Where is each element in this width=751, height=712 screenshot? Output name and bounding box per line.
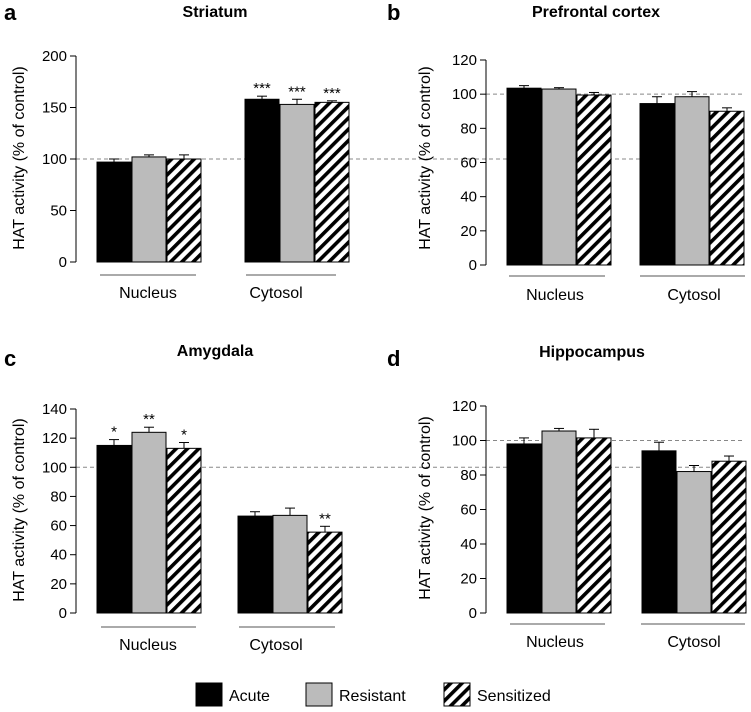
bar-acute-nucleus — [506, 443, 542, 614]
bar-sensitized-nucleus — [576, 437, 612, 614]
y-axis-label: HAT activity (% of control) — [417, 66, 434, 249]
panel-letter: d — [387, 346, 400, 371]
bar-resistant-nucleus — [131, 156, 167, 263]
y-tick-label: 0 — [59, 605, 67, 622]
bar-resistant-nucleus — [131, 431, 167, 614]
bar-sensitized-nucleus — [166, 447, 202, 614]
panel-title: Striatum — [183, 4, 248, 21]
y-tick-label: 60 — [460, 155, 477, 172]
panel-d: d Hippocampus HAT activity (% of control… — [387, 344, 747, 651]
group-label-cytosol: Cytosol — [667, 634, 720, 651]
bar-sensitized-cytosol — [709, 110, 745, 266]
bar-resistant-cytosol — [674, 96, 710, 266]
legend-swatch-resistant — [305, 682, 333, 707]
plot-area: 0 20 40 60 80 100 120 — [452, 398, 747, 625]
significance-marker: * — [181, 427, 187, 444]
bar-acute-nucleus — [96, 444, 132, 614]
panel-c: c Amygdala HAT activity (% of control) N… — [4, 343, 745, 654]
bar-acute-cytosol — [244, 98, 280, 263]
y-tick-label: 80 — [460, 120, 477, 137]
legend-label-sensitized: Sensitized — [477, 688, 551, 705]
significance-marker: * — [111, 424, 117, 441]
y-tick-label: 120 — [452, 52, 477, 69]
panel-letter: a — [4, 0, 17, 25]
significance-marker: *** — [323, 85, 341, 102]
bar-acute-cytosol — [237, 515, 273, 614]
y-tick-label: 120 — [42, 430, 67, 447]
y-tick-label: 0 — [469, 257, 477, 274]
bar-sensitized-cytosol — [314, 101, 350, 263]
y-axis-label: HAT activity (% of control) — [417, 416, 434, 599]
bar-acute-nucleus — [506, 87, 542, 266]
y-tick-label: 40 — [460, 536, 477, 553]
bar-resistant-cytosol — [676, 471, 712, 614]
y-tick-label: 100 — [452, 86, 477, 103]
bar-resistant-cytosol — [272, 514, 308, 614]
y-tick-label: 100 — [452, 433, 477, 450]
group-label-cytosol: Cytosol — [667, 287, 720, 304]
group-label-nucleus: Nucleus — [119, 285, 177, 302]
y-tick-label: 200 — [42, 48, 67, 65]
legend-label-acute: Acute — [229, 688, 270, 705]
y-tick-label: 20 — [460, 223, 477, 240]
legend: Acute Resistant Sensitized — [195, 682, 551, 707]
bar-acute-cytosol — [639, 103, 675, 266]
y-tick-label: 140 — [42, 401, 67, 418]
y-tick-label: 40 — [50, 547, 67, 564]
bar-acute-nucleus — [96, 161, 132, 263]
group-label-cytosol: Cytosol — [249, 285, 302, 302]
significance-marker: ** — [319, 510, 331, 527]
bar-acute-cytosol — [641, 450, 677, 614]
y-tick-label: 100 — [42, 151, 67, 168]
group-label-nucleus: Nucleus — [526, 634, 584, 651]
panel-b: b Prefrontal cortex HAT activity (% of c… — [387, 0, 745, 304]
panel-title: Hippocampus — [539, 344, 645, 361]
panel-title: Prefrontal cortex — [532, 4, 660, 21]
y-tick-label: 100 — [42, 459, 67, 476]
panel-letter: c — [4, 346, 16, 371]
y-tick-label: 60 — [460, 502, 477, 519]
legend-swatch-acute — [195, 682, 223, 707]
group-label-cytosol: Cytosol — [249, 637, 302, 654]
y-tick-label: 60 — [50, 518, 67, 535]
group-label-nucleus: Nucleus — [526, 287, 584, 304]
bar-sensitized-cytosol — [307, 531, 343, 614]
y-tick-label: 0 — [469, 605, 477, 622]
bar-sensitized-nucleus — [576, 94, 612, 266]
y-tick-label: 120 — [452, 398, 477, 415]
panel-title: Amygdala — [177, 343, 254, 360]
y-tick-label: 80 — [460, 467, 477, 484]
y-tick-label: 0 — [59, 254, 67, 271]
legend-label-resistant: Resistant — [339, 688, 406, 705]
y-tick-label: 20 — [460, 571, 477, 588]
significance-marker: *** — [288, 83, 306, 100]
bar-resistant-nucleus — [541, 88, 577, 266]
panel-letter: b — [387, 0, 400, 25]
bar-resistant-cytosol — [279, 103, 315, 263]
significance-marker: ** — [143, 411, 155, 428]
y-tick-label: 50 — [50, 203, 67, 220]
bar-resistant-nucleus — [541, 430, 577, 614]
plot-area: 0 20 40 60 80 100 120 — [452, 52, 745, 277]
panel-a: a Striatum HAT activity (% of control) N… — [4, 0, 745, 302]
y-tick-label: 80 — [50, 488, 67, 505]
significance-marker: *** — [253, 80, 271, 97]
legend-swatch-sensitized — [443, 682, 471, 707]
y-axis-label: HAT activity (% of control) — [11, 66, 28, 249]
group-label-nucleus: Nucleus — [119, 637, 177, 654]
y-tick-label: 20 — [50, 576, 67, 593]
y-tick-label: 150 — [42, 100, 67, 117]
bar-sensitized-cytosol — [711, 460, 747, 614]
y-tick-label: 40 — [460, 189, 477, 206]
y-axis-label: HAT activity (% of control) — [11, 418, 28, 601]
bar-sensitized-nucleus — [166, 158, 202, 263]
